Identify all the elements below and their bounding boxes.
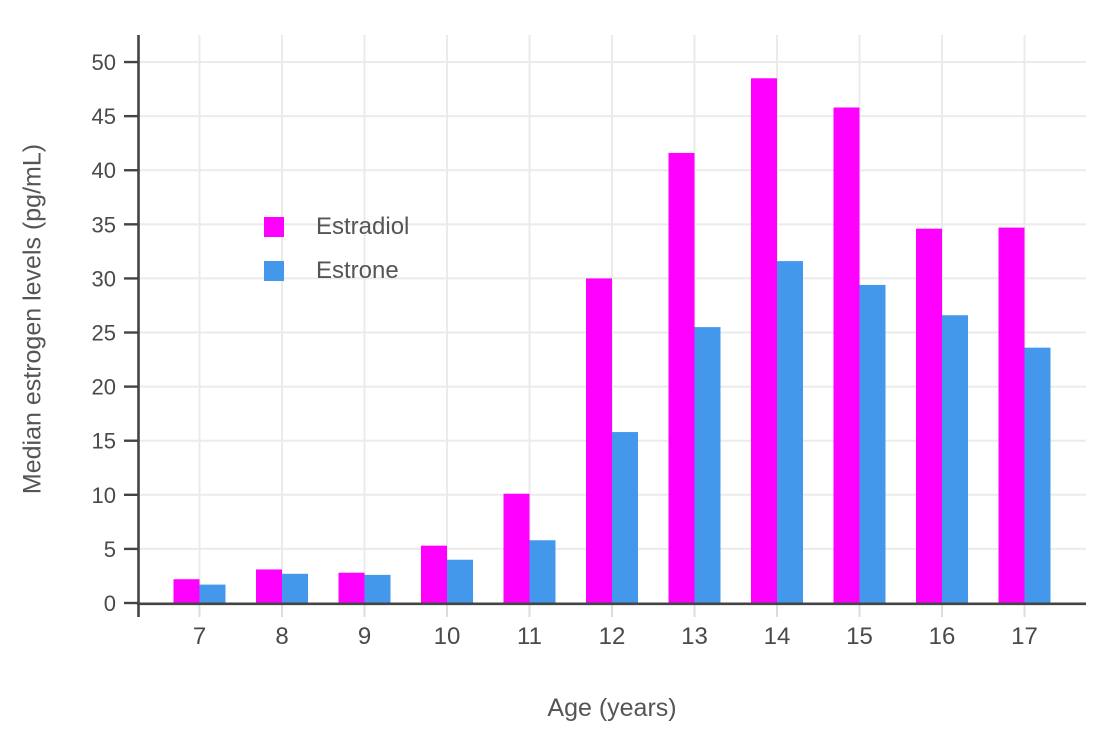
x-tick-label: 17 [1011, 623, 1038, 650]
y-tick-label: 50 [92, 50, 116, 75]
x-tick-label: 7 [193, 623, 206, 650]
bar-estrone-8 [282, 573, 308, 603]
legend: Estradiol Estrone [264, 213, 409, 285]
bar-estradiol-15 [833, 107, 860, 604]
bar-estradiol-14 [751, 78, 777, 604]
x-tick-label: 8 [275, 623, 288, 650]
bar-estradiol-7 [173, 579, 200, 603]
x-tick-label: 15 [846, 623, 873, 650]
y-tick-label: 15 [92, 429, 116, 454]
x-tick-label: 11 [517, 623, 542, 650]
bar-estrone-14 [777, 261, 803, 603]
bar-estrone-12 [612, 432, 638, 603]
bar-estradiol-12 [586, 278, 612, 603]
y-tick-label: 5 [104, 537, 116, 562]
estradiol-swatch-icon [264, 217, 284, 237]
legend-label-estradiol: Estradiol [316, 213, 410, 240]
y-tick-label: 45 [92, 104, 116, 129]
x-tick-label: 10 [434, 623, 461, 650]
bar-estradiol-16 [916, 228, 942, 603]
y-tick-label: 20 [92, 375, 116, 400]
bar-estrone-10 [447, 559, 473, 603]
bar-estrone-16 [942, 315, 968, 603]
bar-estradiol-10 [421, 545, 447, 603]
bar-estradiol-8 [256, 569, 282, 603]
x-tick-label: 13 [681, 623, 708, 650]
x-tick-label: 16 [929, 623, 956, 650]
legend-item-estrone[interactable]: Estrone [264, 257, 409, 285]
y-axis-title: Median estrogen levels (pg/mL) [18, 143, 47, 495]
y-tick-label: 25 [92, 321, 116, 346]
x-tick-label: 12 [599, 623, 626, 650]
bar-estradiol-17 [998, 227, 1025, 603]
legend-label-estrone: Estrone [316, 257, 399, 284]
x-tick-label: 14 [764, 623, 791, 650]
bar-estrone-17 [1024, 347, 1051, 603]
y-tick-label: 10 [92, 483, 116, 508]
y-tick-label: 0 [104, 591, 116, 616]
bar-estrone-11 [529, 540, 556, 603]
x-tick-label: 9 [358, 623, 371, 650]
bar-estradiol-11 [503, 493, 530, 603]
x-axis-title: Age (years) [547, 694, 677, 722]
y-tick-label: 40 [92, 158, 116, 183]
y-tick-label: 30 [92, 266, 116, 291]
bar-estrone-7 [199, 584, 226, 603]
bar-estrone-15 [859, 284, 886, 603]
estrone-swatch-icon [264, 261, 284, 281]
bar-estradiol-9 [338, 572, 365, 603]
bar-estrone-13 [694, 327, 721, 603]
bar-estradiol-13 [668, 152, 695, 603]
bar-estrone-9 [364, 574, 391, 603]
legend-item-estradiol[interactable]: Estradiol [264, 213, 409, 241]
y-tick-label: 35 [92, 212, 116, 237]
